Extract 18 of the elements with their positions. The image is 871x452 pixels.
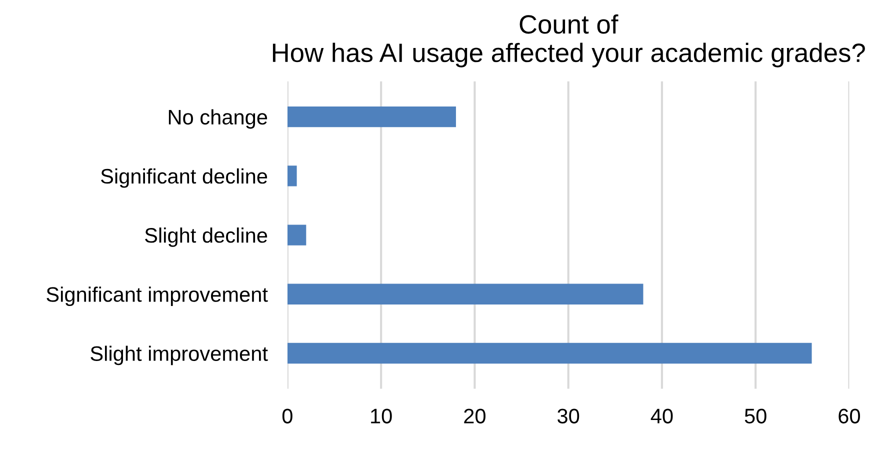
x-tick-label: 0: [282, 408, 292, 424]
bar: [287, 224, 306, 246]
chart-title: Count of How has AI usage affected your academic grades?: [272, 14, 865, 68]
y-tick-label: Slight decline: [145, 227, 268, 247]
x-tick-label: 20: [464, 408, 486, 424]
y-tick-label: Slight improvement: [90, 346, 268, 366]
y-tick-label: Significant decline: [101, 168, 268, 188]
x-tick-label: 40: [650, 408, 673, 424]
bar: [287, 284, 644, 304]
bar: [287, 106, 456, 128]
bar: [287, 342, 812, 364]
x-tick-label: 30: [558, 408, 580, 424]
bar: [287, 166, 297, 186]
x-tick-label: 50: [744, 408, 766, 424]
y-tick-label: Significant improvement: [46, 286, 268, 306]
y-tick-label: No change: [168, 109, 268, 129]
x-tick-label: 10: [371, 408, 392, 424]
x-tick-label: 60: [838, 408, 860, 424]
